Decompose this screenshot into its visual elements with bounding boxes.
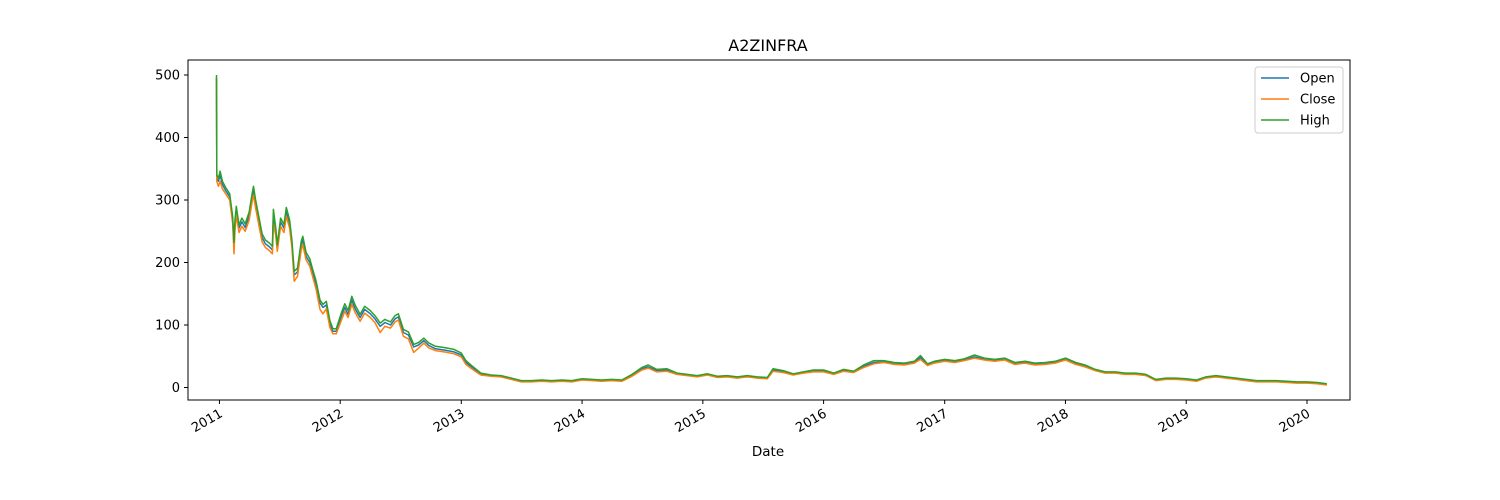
- y-axis: 0 100 200 300 400 500: [155, 69, 188, 396]
- series-line-close: [215, 78, 1327, 386]
- plot-frame: [187, 59, 1351, 401]
- legend-items: Open Close High: [1261, 72, 1335, 129]
- y-tick-label: 300: [155, 194, 180, 209]
- series-layer: [215, 74, 1327, 386]
- series-line-high: [215, 74, 1327, 385]
- legend-label-open: Open: [1300, 72, 1335, 87]
- y-tick-label: 200: [155, 256, 180, 271]
- y-tick-label: 0: [172, 381, 180, 396]
- legend-label-close: Close: [1300, 93, 1335, 108]
- x-axis-label: Date: [752, 444, 784, 460]
- chart-title: A2ZINFRA: [728, 36, 807, 55]
- legend-label-high: High: [1300, 114, 1330, 129]
- y-tick-label: 100: [155, 319, 180, 334]
- y-tick-label: 500: [155, 69, 180, 84]
- legend: Open Close High: [1254, 66, 1344, 134]
- y-tick-label: 400: [155, 131, 180, 146]
- legend-box: [1254, 66, 1344, 134]
